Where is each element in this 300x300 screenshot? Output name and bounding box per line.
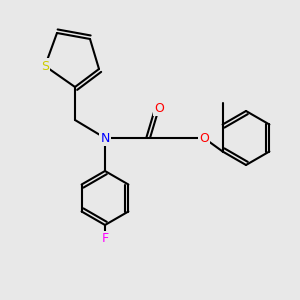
Text: N: N bbox=[100, 131, 110, 145]
Text: F: F bbox=[101, 232, 109, 245]
Text: O: O bbox=[154, 101, 164, 115]
Text: O: O bbox=[199, 131, 209, 145]
Text: S: S bbox=[41, 59, 49, 73]
